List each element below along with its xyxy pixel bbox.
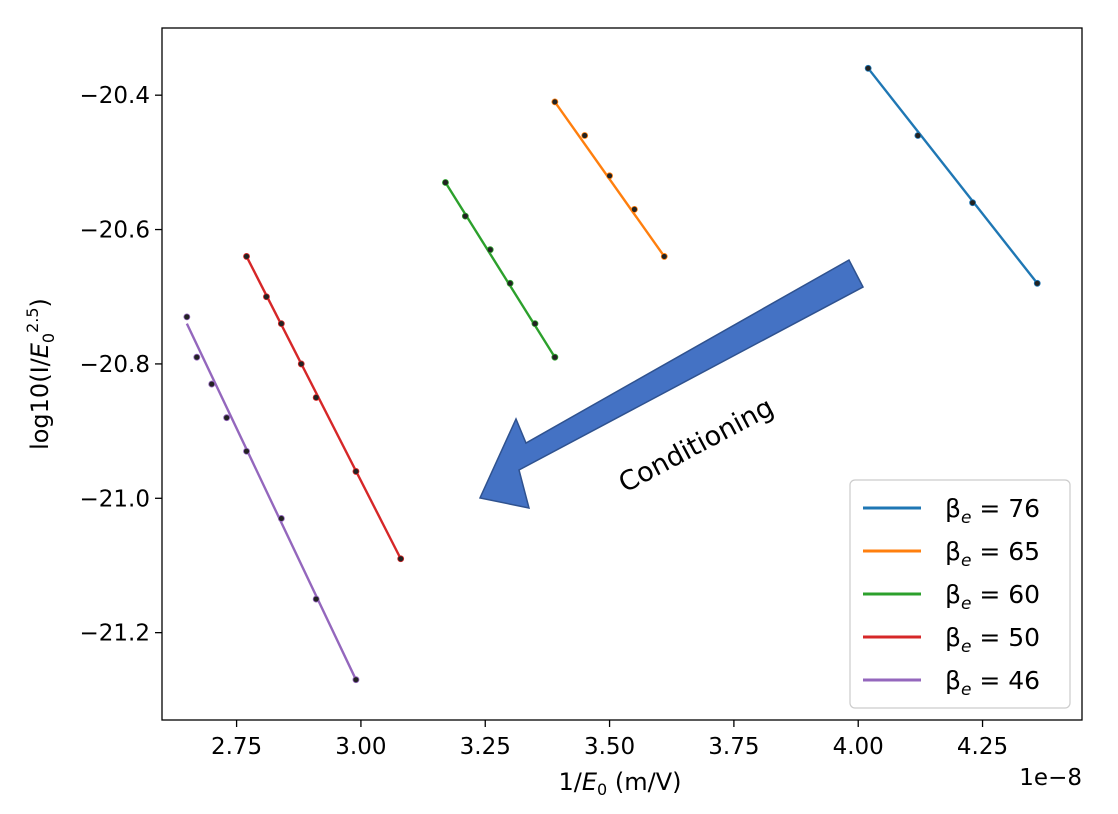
x-tick-label: 4.25 <box>957 734 1008 760</box>
data-point <box>461 212 469 220</box>
data-point <box>969 199 976 207</box>
data-point <box>263 293 270 301</box>
data-point <box>864 64 872 72</box>
x-axis-ticks: 2.75 3.00 3.25 3.50 3.75 4.00 4.25 <box>211 720 1008 760</box>
y-axis-label: log10(I/E02.5) <box>23 298 58 450</box>
data-point <box>312 595 320 603</box>
data-point <box>208 380 216 388</box>
series-line <box>245 255 402 560</box>
y-tick-label: −21.2 <box>80 621 150 647</box>
y-tick-label: −21.0 <box>80 486 150 512</box>
data-point <box>551 98 559 106</box>
data-point <box>297 360 305 368</box>
series-line <box>185 323 358 681</box>
series-line <box>444 181 556 358</box>
x-offset-label: 1e−8 <box>1019 765 1082 791</box>
legend-label: βe = 65 <box>945 537 1040 571</box>
arrow-shape <box>478 258 865 509</box>
x-tick-label: 3.25 <box>460 734 511 760</box>
data-point <box>506 279 514 287</box>
data-point <box>442 179 449 186</box>
data-point <box>312 394 320 401</box>
data-point <box>531 320 539 328</box>
x-tick-label: 4.00 <box>833 734 884 760</box>
y-tick-label: −20.6 <box>80 218 150 244</box>
data-point <box>193 353 201 361</box>
data-points <box>183 64 1041 684</box>
series-line <box>867 67 1039 285</box>
x-tick-label: 3.75 <box>708 734 759 760</box>
data-point <box>397 555 405 563</box>
data-point <box>631 205 638 213</box>
fit-lines <box>185 67 1039 681</box>
data-point <box>352 468 360 475</box>
data-point <box>1033 279 1041 287</box>
y-axis-ticks: −20.4 −20.6 −20.8 −21.0 −21.2 <box>80 83 162 647</box>
data-point <box>223 414 231 422</box>
data-point <box>352 676 360 684</box>
x-tick-label: 2.75 <box>211 734 262 760</box>
x-tick-label: 3.00 <box>335 734 386 760</box>
data-point <box>277 320 285 328</box>
data-point <box>581 132 589 139</box>
legend: βe = 76 βe = 65 βe = 60 βe = 50 βe = 46 <box>849 479 1071 709</box>
y-tick-label: −20.4 <box>80 83 150 109</box>
data-point <box>243 447 250 455</box>
legend-label: βe = 50 <box>945 623 1040 657</box>
data-point <box>551 353 559 361</box>
legend-label: βe = 60 <box>945 580 1040 614</box>
x-tick-label: 3.50 <box>584 734 635 760</box>
legend-label: βe = 76 <box>945 494 1040 528</box>
x-axis-label: 1/E0 (m/V) <box>559 768 682 799</box>
legend-box <box>849 479 1071 709</box>
data-point <box>660 253 668 260</box>
data-point <box>606 172 613 180</box>
data-point <box>183 313 191 321</box>
data-point <box>243 253 250 260</box>
data-point <box>277 515 285 522</box>
data-point <box>486 246 494 254</box>
legend-label: βe = 46 <box>945 666 1040 700</box>
data-point <box>914 132 922 139</box>
y-tick-label: −20.8 <box>80 352 150 378</box>
legend-entries: βe = 76 βe = 65 βe = 60 βe = 50 βe = 46 <box>863 494 1040 700</box>
